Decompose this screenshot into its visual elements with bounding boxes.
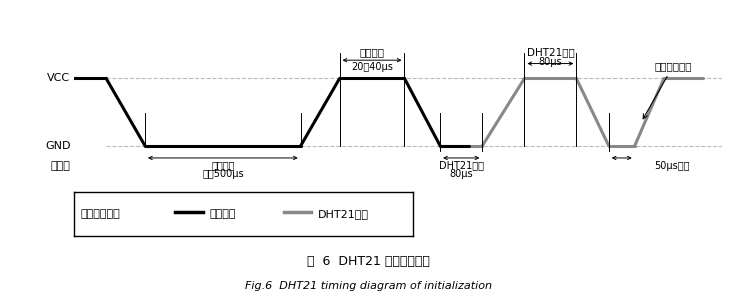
Text: DHT21响应: DHT21响应 bbox=[439, 161, 483, 171]
Text: DHT21信号: DHT21信号 bbox=[318, 209, 368, 219]
Text: 图  6  DHT21 初始化时序图: 图 6 DHT21 初始化时序图 bbox=[307, 255, 430, 268]
Text: 主机信号: 主机信号 bbox=[209, 209, 236, 219]
Text: GND: GND bbox=[45, 141, 71, 151]
Text: DHT21拉高: DHT21拉高 bbox=[526, 47, 574, 57]
Text: 主机拉高: 主机拉高 bbox=[360, 47, 385, 57]
Text: 20～40μs: 20～40μs bbox=[351, 62, 393, 72]
Text: 单总线: 单总线 bbox=[51, 161, 71, 171]
Text: 信号线说明：: 信号线说明： bbox=[80, 209, 120, 219]
Text: 开始传输数据: 开始传输数据 bbox=[643, 61, 691, 119]
Text: 主机至少: 主机至少 bbox=[211, 161, 234, 171]
Text: 拉低500μs: 拉低500μs bbox=[202, 169, 244, 179]
Text: 50μs间隙: 50μs间隙 bbox=[654, 161, 690, 171]
Text: VCC: VCC bbox=[47, 73, 71, 83]
Text: 80μs: 80μs bbox=[539, 57, 562, 67]
Text: Fig.6  DHT21 timing diagram of initialization: Fig.6 DHT21 timing diagram of initializa… bbox=[245, 281, 492, 291]
Text: 80μs: 80μs bbox=[450, 169, 473, 179]
